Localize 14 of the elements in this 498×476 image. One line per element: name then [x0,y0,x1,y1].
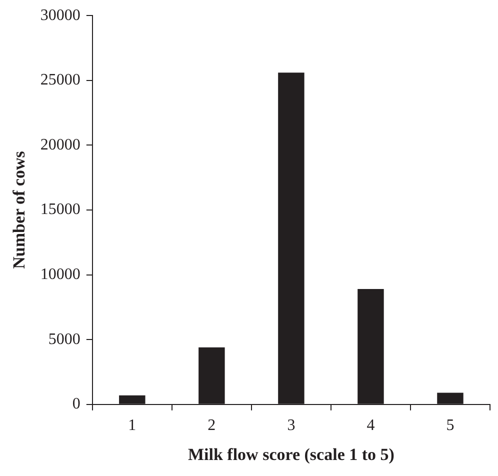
x-axis-title: Milk flow score (scale 1 to 5) [188,445,394,464]
x-tick-label: 4 [366,417,375,434]
y-tick-label: 25000 [40,72,80,89]
x-tick-label: 3 [287,417,296,434]
x-tick-label: 2 [208,417,216,434]
y-tick-label: 15000 [40,201,80,218]
y-tick-label: 20000 [40,136,80,154]
y-tick-label: 30000 [40,6,80,24]
y-tick-label: 0 [72,396,80,413]
y-tick-label: 5000 [48,330,80,348]
x-tick-label: 1 [128,417,136,434]
y-tick-label: 10000 [40,266,80,284]
y-axis-title: Number of cows [10,150,29,269]
x-tick-label: 5 [446,417,454,434]
